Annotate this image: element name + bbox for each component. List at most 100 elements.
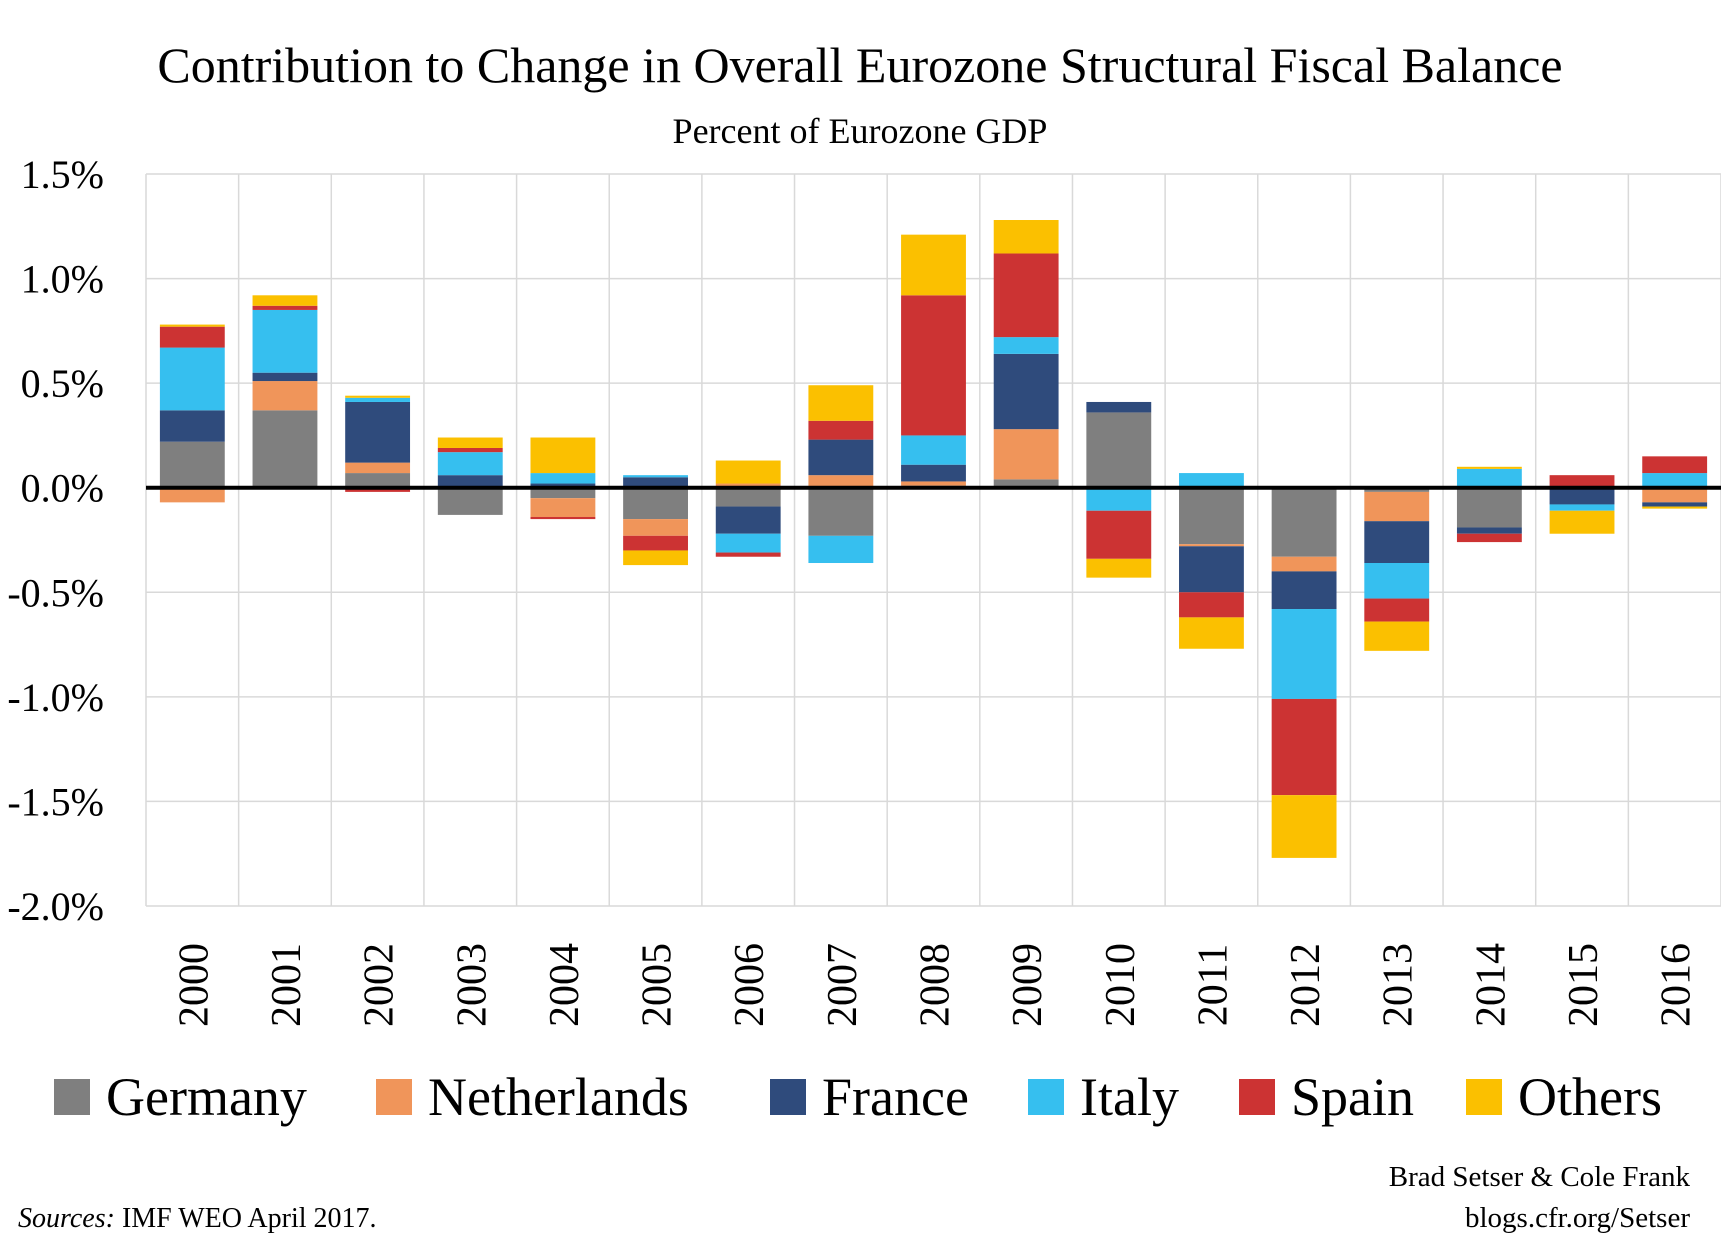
bar-germany-2012	[1271, 487, 1337, 557]
bar-others-2013	[1364, 621, 1430, 651]
legend-swatch-germany	[54, 1079, 90, 1115]
bar-germany-2013	[1364, 487, 1430, 492]
x-tick-label: 2000	[171, 943, 217, 1027]
bar-others-2001	[252, 295, 318, 306]
bar-others-2009	[993, 220, 1059, 254]
bar-france-2011	[1179, 546, 1244, 593]
y-tick-label: -1.0%	[7, 675, 104, 720]
bar-spain-2014	[1456, 533, 1522, 543]
bar-others-2011	[1179, 617, 1244, 649]
bar-spain-2004	[530, 516, 596, 520]
bars	[159, 220, 1708, 858]
bar-netherlands-2006	[715, 483, 781, 488]
bar-netherlands-2005	[623, 519, 688, 536]
bar-italy-2012	[1271, 609, 1337, 699]
bar-others-2015	[1549, 510, 1615, 534]
bar-spain-2015	[1549, 475, 1615, 488]
x-tick-label: 2005	[635, 943, 681, 1027]
bar-spain-2002	[345, 487, 411, 492]
bar-others-2014	[1456, 466, 1522, 469]
bar-spain-2013	[1364, 598, 1430, 622]
bar-germany-2011	[1179, 487, 1244, 545]
legend-label-france: France	[822, 1067, 969, 1127]
bar-others-2007	[808, 385, 874, 421]
bar-others-2012	[1271, 795, 1337, 858]
credit-url: blogs.cfr.org/Setser	[1465, 1202, 1690, 1234]
bar-germany-2009	[993, 479, 1059, 488]
bar-italy-2010	[1086, 487, 1152, 511]
x-tick-label: 2011	[1190, 944, 1236, 1026]
bar-netherlands-2013	[1364, 491, 1430, 522]
x-tick-label: 2003	[449, 943, 495, 1027]
y-tick-label: -2.0%	[7, 884, 104, 929]
bar-spain-2005	[623, 535, 688, 551]
bar-germany-2007	[808, 487, 874, 536]
bar-france-2015	[1549, 487, 1615, 505]
bar-germany-2006	[715, 487, 781, 507]
bar-spain-2008	[901, 295, 966, 436]
bar-spain-2016	[1642, 456, 1708, 474]
bar-spain-2011	[1179, 592, 1244, 618]
y-tick-label: 0.0%	[21, 466, 104, 511]
bar-spain-2006	[715, 552, 781, 557]
bar-italy-2016	[1642, 473, 1708, 488]
x-tick-label: 2009	[1005, 943, 1051, 1027]
bar-france-2006	[715, 506, 781, 534]
bar-germany-2001	[252, 410, 318, 488]
bar-france-2001	[252, 372, 318, 382]
bar-spain-2007	[808, 420, 874, 440]
bar-netherlands-2007	[808, 475, 874, 488]
bar-spain-2000	[159, 326, 225, 348]
bar-germany-2014	[1456, 487, 1522, 528]
bar-others-2002	[345, 395, 411, 398]
credit-authors: Brad Setser & Cole Frank	[1389, 1161, 1691, 1193]
bar-netherlands-2016	[1642, 487, 1708, 503]
chart-title: Contribution to Change in Overall Eurozo…	[157, 37, 1562, 93]
x-tick-label: 2010	[1098, 943, 1144, 1027]
bar-netherlands-2001	[252, 381, 318, 411]
x-tick-label: 2008	[913, 943, 959, 1027]
bar-spain-2001	[252, 305, 318, 310]
bar-italy-2007	[808, 535, 874, 564]
legend-swatch-italy	[1028, 1079, 1064, 1115]
bar-italy-2000	[159, 347, 225, 411]
bar-france-2008	[901, 464, 966, 482]
legend-label-italy: Italy	[1080, 1067, 1179, 1127]
legend-swatch-others	[1466, 1079, 1502, 1115]
x-tick-label: 2013	[1376, 943, 1422, 1027]
x-tick-label: 2014	[1468, 943, 1514, 1027]
x-tick-label: 2016	[1654, 943, 1700, 1027]
bar-france-2009	[993, 353, 1059, 430]
y-tick-label: -1.5%	[7, 779, 104, 824]
bar-italy-2015	[1549, 504, 1615, 511]
legend-swatch-netherlands	[376, 1079, 412, 1115]
y-axis: 1.5% 1.0% 0.5% 0.0% -0.5% -1.0% -1.5% -2.0%	[7, 152, 104, 929]
bar-others-2016	[1642, 506, 1708, 509]
bar-others-2010	[1086, 558, 1152, 578]
x-tick-label: 2007	[820, 943, 866, 1027]
bar-others-2006	[715, 460, 781, 484]
bar-germany-2004	[530, 487, 596, 499]
y-tick-label: -0.5%	[7, 570, 104, 615]
bar-italy-2002	[345, 397, 411, 402]
bar-italy-2013	[1364, 563, 1430, 599]
bar-france-2012	[1271, 571, 1337, 610]
x-tick-label: 2006	[727, 943, 773, 1027]
legend-swatch-spain	[1239, 1079, 1275, 1115]
sources-text: IMF WEO April 2017.	[115, 1203, 377, 1234]
bar-france-2014	[1456, 527, 1522, 534]
bar-netherlands-2004	[530, 498, 596, 517]
bar-spain-2012	[1271, 698, 1337, 796]
bar-spain-2010	[1086, 510, 1152, 559]
bar-france-2010	[1086, 401, 1152, 413]
bar-france-2013	[1364, 521, 1430, 564]
bar-italy-2004	[530, 473, 596, 484]
bar-others-2005	[623, 550, 688, 566]
legend: Germany Netherlands France Italy Spain Others	[54, 1067, 1662, 1127]
bar-germany-2002	[345, 473, 411, 488]
bar-netherlands-2012	[1271, 556, 1337, 572]
bar-netherlands-2009	[993, 429, 1059, 480]
bar-netherlands-2008	[901, 481, 966, 486]
bar-germany-2000	[159, 441, 225, 488]
